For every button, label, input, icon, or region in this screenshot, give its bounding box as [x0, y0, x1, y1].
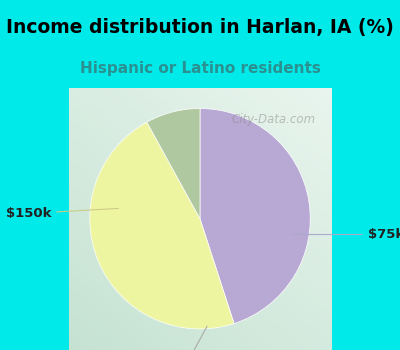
Text: $75k: $75k: [292, 228, 400, 241]
Wedge shape: [147, 108, 200, 219]
Text: Hispanic or Latino residents: Hispanic or Latino residents: [80, 61, 320, 76]
Text: Income distribution in Harlan, IA (%): Income distribution in Harlan, IA (%): [6, 19, 394, 37]
Wedge shape: [90, 122, 234, 329]
Text: $150k: $150k: [6, 207, 118, 220]
Text: $40k: $40k: [150, 326, 207, 350]
Wedge shape: [200, 108, 310, 324]
Text: City-Data.com: City-Data.com: [232, 112, 316, 126]
